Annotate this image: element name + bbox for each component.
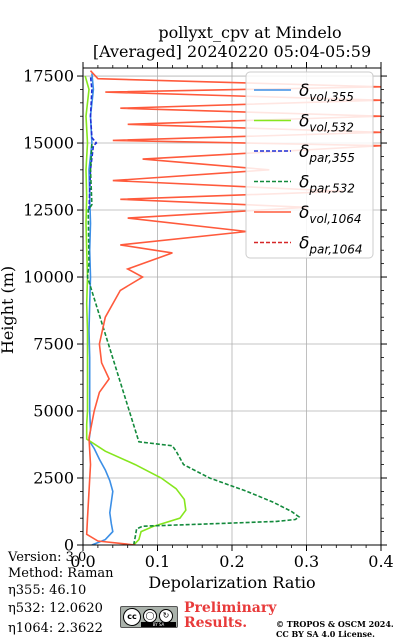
preliminary-results-text: Preliminary Results. (184, 601, 276, 631)
legend-label: δvol,1064 (299, 203, 362, 226)
cc-icon: cc (123, 608, 141, 626)
depolarization-chart: 0.0 0.1 0.2 0.3 0.4 0 2500 5000 7500 10000 12500 15… (0, 23, 394, 592)
series-line-vol-532 (84, 75, 187, 545)
y-tick-label: 7500 (33, 335, 74, 354)
legend-label: δpar,355 (299, 142, 355, 165)
copyright-line2: CC BY SA 4.0 License. (276, 629, 375, 639)
copyright-text: © TROPOS & OSCM 2024. CC BY SA 4.0 Licen… (276, 619, 394, 639)
series-line-vol-355 (88, 73, 114, 545)
y-tick-label: 12500 (23, 201, 74, 220)
license-label: BY SA (141, 622, 176, 627)
y-tick-label: 10000 (23, 268, 74, 287)
eta355-text: η355: 46.10 (8, 583, 87, 598)
x-tick-label: 0.2 (219, 552, 244, 571)
y-tick-label: 2500 (33, 469, 74, 488)
legend-label: δvol,355 (299, 81, 354, 104)
eta1064-text: η1064: 2.3622 (8, 621, 103, 636)
y-tick-label: 17500 (23, 67, 74, 86)
copyright-line1: © TROPOS & OSCM 2024. (276, 619, 394, 629)
x-tick-label: 0.4 (368, 552, 393, 571)
x-axis-label: Depolarization Ratio (148, 573, 315, 592)
cc-license-badge: cc ◯ ↻ BY SA (120, 606, 178, 628)
x-tick-label: 0.1 (145, 552, 170, 571)
share-alike-icon: ↻ (159, 609, 173, 623)
x-tick-label: 0.0 (70, 552, 95, 571)
eta532-text: η532: 12.0620 (8, 601, 103, 616)
legend-label: δpar,1064 (299, 234, 363, 257)
chart-subtitle: [Averaged] 20240220 05:04-05:59 (93, 42, 371, 61)
plot-frame (82, 67, 382, 546)
version-text: Version: 3.0 (8, 550, 87, 565)
x-tick-label: 0.3 (294, 552, 319, 571)
y-tick-label: 0 (64, 536, 74, 555)
legend-label: δvol,532 (299, 112, 354, 135)
y-axis-label: Height (m) (0, 266, 17, 354)
chart-title: pollyxt_cpv at Mindelo (158, 23, 341, 42)
preliminary-line1: Preliminary (184, 600, 277, 616)
legend-label: δpar,532 (299, 173, 355, 196)
method-text: Method: Raman (8, 566, 114, 581)
legend: δvol,355 δvol,532 δpar,355 δpar,532 δvol,106… (245, 71, 374, 259)
preliminary-line2: Results. (184, 615, 248, 631)
series-line-par-532 (86, 142, 301, 545)
series-line-par-355 (88, 75, 98, 211)
y-tick-label: 15000 (23, 134, 74, 153)
y-tick-label: 5000 (33, 402, 74, 421)
series-layer (84, 70, 381, 545)
attribution-icon: ◯ (143, 609, 157, 623)
